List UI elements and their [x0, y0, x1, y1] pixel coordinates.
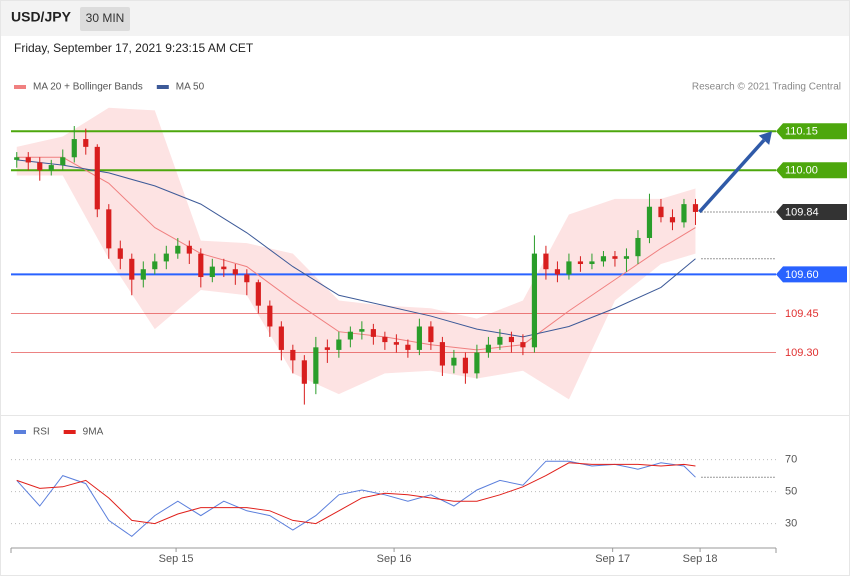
- candle-body: [244, 274, 250, 283]
- candle-body: [209, 266, 215, 278]
- timeframe-button[interactable]: [80, 7, 130, 31]
- candle-body: [520, 342, 526, 348]
- candle-body: [48, 165, 54, 171]
- symbol: USD/JPY: [11, 9, 72, 25]
- candle-body: [658, 206, 664, 218]
- candle-body: [60, 157, 66, 166]
- level-label-box: [776, 123, 847, 140]
- candle-body: [163, 253, 169, 262]
- level-label: 110.15: [785, 126, 818, 138]
- candle-body: [313, 347, 319, 384]
- candle-body: [543, 253, 549, 270]
- candle-body: [623, 256, 630, 259]
- legend-swatch: [156, 85, 169, 89]
- rsi-line: [16, 460, 696, 538]
- candle-body: [635, 237, 641, 257]
- x-tick-label: Sep 15: [159, 553, 194, 565]
- candle-body: [646, 206, 653, 238]
- candle-body: [140, 269, 146, 280]
- candle-body: [117, 248, 123, 259]
- candle-body: [428, 326, 434, 343]
- candle-body: [393, 342, 399, 345]
- candle-body: [94, 146, 100, 210]
- candle-body: [577, 261, 584, 265]
- candle-body: [347, 331, 353, 340]
- legend-label: MA 50: [176, 82, 205, 93]
- candle-body: [186, 245, 192, 254]
- candle-body: [14, 157, 20, 160]
- candle-body: [25, 157, 31, 163]
- candle-body: [255, 282, 261, 306]
- candle-body: [508, 336, 515, 343]
- candle-body: [405, 344, 411, 350]
- timeframe[interactable]: 30 MIN: [86, 11, 125, 25]
- candle-body: [83, 139, 89, 147]
- candle-body: [290, 349, 296, 361]
- level-label-box: [776, 203, 847, 220]
- candle-body: [221, 266, 227, 270]
- candle-body: [370, 329, 376, 337]
- candle-body: [692, 204, 699, 212]
- candle-body: [382, 336, 388, 343]
- legend-label: 9MA: [83, 427, 104, 438]
- candle-body: [681, 204, 687, 223]
- candle-body: [497, 336, 503, 345]
- candle-body: [71, 139, 77, 158]
- candle-body: [600, 256, 607, 262]
- candle-body: [152, 261, 158, 270]
- candle-body: [278, 326, 284, 350]
- level-label: 109.30: [785, 347, 819, 359]
- legend-swatch: [14, 85, 26, 89]
- candle-body: [106, 209, 112, 249]
- level-label: 110.00: [785, 165, 818, 177]
- candle-body: [416, 326, 422, 350]
- bollinger-band: [16, 107, 696, 400]
- x-tick-label: Sep 18: [683, 553, 718, 565]
- candle-body: [439, 342, 445, 366]
- candle-body: [175, 245, 181, 254]
- level-label: 109.60: [785, 269, 819, 281]
- candle-body: [267, 305, 273, 327]
- source: Research © 2021 Trading Central: [692, 82, 841, 93]
- x-tick-label: Sep 17: [595, 553, 630, 565]
- candle-body: [451, 357, 457, 366]
- candle-body: [301, 360, 307, 384]
- legend-swatch: [63, 430, 76, 434]
- candle-body: [324, 347, 330, 350]
- y-tick-label: 30: [785, 518, 797, 530]
- target-arrow: [698, 138, 766, 214]
- candle-body: [198, 253, 204, 278]
- level-label-box: [776, 162, 847, 179]
- y-tick-label: 70: [785, 454, 797, 466]
- target-arrow-head: [758, 131, 772, 145]
- candle-body: [232, 269, 238, 275]
- candle-body: [485, 344, 491, 353]
- legend-label: MA 20 + Bollinger Bands: [33, 82, 143, 93]
- moving-average: [16, 159, 696, 338]
- candle-body: [669, 217, 676, 223]
- level-label-box: [776, 266, 847, 283]
- top-bar: [0, 0, 850, 36]
- level-label: 109.84: [785, 206, 819, 218]
- candle-body: [589, 261, 595, 265]
- candle-body: [554, 269, 561, 275]
- candle-body: [531, 253, 538, 348]
- candle-body: [474, 352, 480, 374]
- legend-swatch: [14, 430, 26, 434]
- rsi-line: [16, 462, 696, 525]
- level-label: 109.45: [785, 308, 819, 320]
- candle-body: [566, 261, 572, 275]
- y-tick-label: 50: [785, 486, 797, 498]
- x-tick-label: Sep 16: [377, 553, 412, 565]
- candle-body: [129, 258, 135, 280]
- candle-body: [612, 256, 618, 259]
- candle-body: [359, 329, 365, 332]
- candle-body: [336, 339, 342, 350]
- timestamp: Friday, September 17, 2021 9:23:15 AM CE…: [14, 41, 254, 55]
- candle-body: [462, 357, 468, 374]
- legend-label: RSI: [33, 427, 50, 438]
- candle-body: [37, 162, 43, 171]
